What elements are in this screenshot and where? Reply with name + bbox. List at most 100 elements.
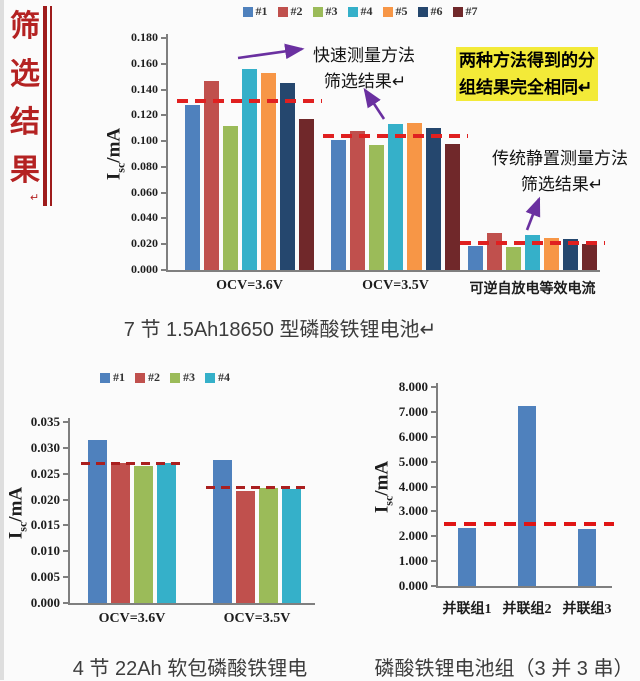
legend-swatch: [312, 6, 323, 17]
y-tick-label: 0.000: [131, 262, 158, 276]
y-tick-mark: [161, 140, 166, 143]
bar-#3: [223, 125, 238, 270]
y-axis-line: [68, 418, 70, 605]
x-category-label: 并联组1: [442, 602, 492, 617]
bar-#5: [544, 237, 559, 270]
y-tick-label: 0.040: [131, 210, 158, 225]
sidebar-vertical-rule-thin: [50, 6, 52, 206]
y-tick-label: 0.100: [131, 133, 158, 148]
threshold-dashed-line: [81, 461, 183, 465]
legend-swatch: [452, 6, 463, 17]
y-tick-label: 0.030: [30, 439, 60, 455]
legend-item: #1: [242, 4, 268, 19]
annotation-fast-method-line2: 筛选结果↵: [323, 72, 407, 91]
y-tick-label: 7.000: [398, 403, 428, 419]
y-tick-label: 0.060: [131, 184, 158, 199]
y-tick-mark: [63, 446, 68, 449]
bar-#3: [134, 465, 153, 603]
legend-swatch: [277, 6, 288, 17]
bar-#2: [236, 491, 255, 603]
bar-#4: [242, 68, 257, 270]
legend-label: #6: [430, 4, 443, 18]
y-tick-label: 0.120: [131, 107, 158, 122]
top-bar-chart: 0.180 0.160 0.140 0.120 0.100 0.080 0.060 0.040…: [100, 0, 620, 305]
x-category-label: OCV=3.5V: [223, 611, 291, 626]
y-tick-label: 0.140: [131, 81, 158, 96]
x-axis-line: [68, 603, 315, 605]
x-category-label: 并联组2: [502, 602, 552, 617]
y-tick-label: 0.180: [131, 30, 158, 44]
bar-#7: [582, 244, 597, 270]
y-tick-label: 0.000: [398, 578, 428, 593]
y-tick-mark: [431, 460, 436, 463]
annotation-highlight: 两种方法得到的分 组结果完全相同↵: [456, 47, 598, 101]
y-tick-mark: [431, 585, 436, 587]
sidebar-title-char-4: 果: [10, 154, 40, 187]
y-tick-mark: [63, 576, 68, 579]
bar-#3: [369, 144, 384, 270]
y-tick-label: 0.025: [30, 465, 60, 481]
bar-并联组2: [518, 405, 536, 586]
bar-#5: [261, 72, 276, 270]
y-tick-label: 0.080: [131, 158, 158, 173]
bar-#1: [213, 459, 232, 603]
legend-item: #4: [347, 4, 373, 19]
caption-top-chart: 7 节 1.5Ah18650 型磷酸铁锂电池↵: [123, 319, 437, 341]
y-tick-mark: [63, 550, 68, 553]
x-axis-line: [166, 270, 600, 272]
y-tick-label: 0.035: [30, 414, 60, 429]
legend-item: #3: [170, 370, 195, 385]
bar-#6: [280, 83, 295, 270]
chart-legend: #1 #2 #3 #4 #5 #6 #7: [220, 4, 500, 19]
y-tick-mark: [63, 472, 68, 475]
legend-swatch: [417, 6, 428, 17]
y-tick-mark: [431, 435, 436, 438]
threshold-dashed-line: [460, 240, 605, 245]
y-tick-mark: [431, 485, 436, 488]
y-tick-mark: [161, 243, 166, 246]
y-tick-label: 0.000: [30, 595, 60, 610]
y-tick-mark: [431, 535, 436, 538]
legend-item: #6: [417, 4, 443, 19]
sidebar-title-char-3: 结: [10, 106, 40, 139]
y-tick-mark: [161, 191, 166, 194]
chart-legend: #1 #2 #3 #4: [85, 370, 245, 385]
y-tick-mark: [161, 165, 166, 168]
annotation-fast-method-line1: 快速测量方法: [313, 46, 415, 65]
legend-item: #3: [312, 4, 338, 19]
y-tick-label: 6.000: [398, 428, 428, 444]
y-tick-label: 0.020: [131, 236, 158, 251]
y-tick-label: 3.000: [398, 503, 428, 519]
legend-label: #4: [218, 370, 230, 384]
legend-item: #4: [205, 370, 230, 385]
y-tick-label: 8.000: [398, 379, 428, 394]
legend-item: #2: [277, 4, 303, 19]
bar-#1: [468, 245, 483, 270]
y-tick-mark: [161, 217, 166, 220]
threshold-dashed-line: [206, 486, 308, 490]
bottom-right-bar-chart: 8.000 7.000 6.000 5.000 4.000 3.000 2.000 1.000…: [360, 358, 640, 658]
sidebar-title-char-1: 筛: [10, 10, 40, 43]
bar-并联组1: [458, 527, 476, 586]
y-tick-label: 0.160: [131, 55, 158, 70]
bar-#4: [388, 124, 403, 270]
bar-#2: [487, 232, 502, 270]
annotation-traditional-method-line2: 筛选结果↵: [520, 175, 604, 194]
legend-swatch: [205, 372, 215, 383]
bar-并联组3: [578, 528, 596, 586]
bar-#2: [350, 130, 365, 270]
caption-bottom-left-chart: 4 节 22Ah 软包磷酸铁锂电: [72, 658, 308, 680]
bar-#7: [299, 119, 314, 270]
bar-#1: [88, 440, 107, 603]
y-tick-mark: [161, 114, 166, 117]
legend-item: #2: [135, 370, 160, 385]
y-axis-line: [166, 34, 168, 272]
threshold-dashed-line: [323, 133, 468, 138]
y-tick-mark: [431, 410, 436, 413]
y-tick-mark: [431, 510, 436, 513]
bar-#7: [445, 143, 460, 270]
legend-swatch: [135, 372, 145, 383]
legend-swatch: [100, 372, 110, 383]
y-tick-mark: [161, 37, 166, 39]
sidebar-title-char-2: 选: [10, 58, 40, 91]
